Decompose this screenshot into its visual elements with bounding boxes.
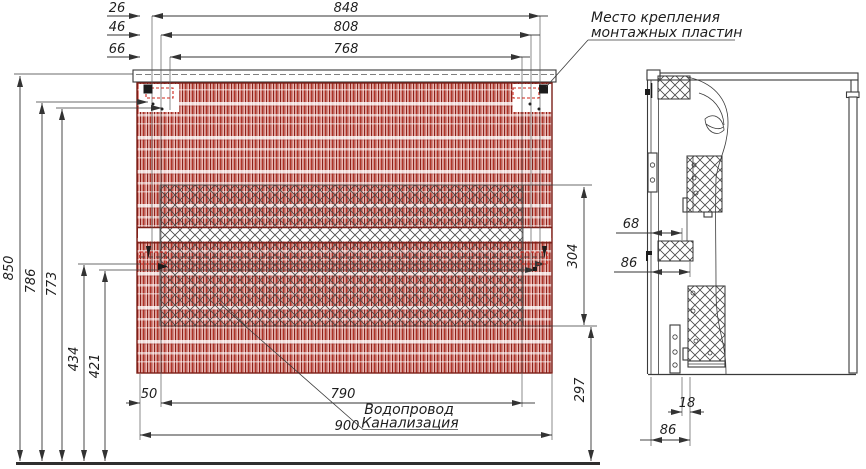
- dim-790-label: 790: [331, 387, 356, 402]
- cabinet-front-body: [136, 82, 597, 374]
- dim-434-label: 434: [67, 347, 82, 372]
- plumbing-note: Водопровод Канализация: [218, 302, 459, 432]
- side-dim-18: 18: [668, 377, 704, 446]
- dim-50-label: 50: [141, 387, 158, 402]
- dim-304-label: 304: [566, 244, 581, 269]
- side-plate-mid: [646, 212, 694, 262]
- dim-848-label: 848: [334, 1, 359, 16]
- mounting-plate-top-left: [143, 84, 174, 111]
- dim-86-upper-label: 86: [621, 256, 638, 271]
- dim-row-768: 66 768: [107, 42, 530, 60]
- countertop-side: [646, 69, 859, 98]
- dim-left-column: 850 786 773 434 421: [2, 76, 108, 461]
- dim-68-label: 68: [623, 217, 640, 232]
- dim-66-label: 66: [109, 42, 126, 57]
- mounting-plate-mid-right: [520, 246, 548, 271]
- dim-right-column: 304 297: [566, 187, 594, 461]
- dim-26-label: 26: [109, 1, 126, 16]
- dim-808-label: 808: [334, 20, 359, 35]
- side-strip-back: [647, 152, 658, 193]
- mounting-note-line2: монтажных пластин: [591, 25, 742, 41]
- dim-850-label: 850: [2, 256, 17, 281]
- dim-786-label: 786: [24, 269, 39, 294]
- front-view: 26 848 46 808 66 768 850 786 773: [2, 1, 742, 465]
- plumbing-note-line2: Канализация: [361, 416, 458, 432]
- mounting-plate-mid-left: [139, 246, 168, 270]
- side-back-panel: [646, 80, 659, 374]
- dim-86-lower-label: 86: [660, 423, 677, 438]
- mounting-plate-top-right: [512, 84, 548, 111]
- dim-row-848: 26 848: [107, 1, 548, 19]
- dim-900-label: 900: [335, 419, 360, 434]
- side-dim-86-lower: 86: [640, 377, 690, 446]
- side-front-panel: [845, 91, 860, 374]
- extension-lines: [139, 16, 553, 440]
- side-view: 68 86 18 86: [614, 69, 860, 446]
- cabinet-outline: [136, 82, 553, 374]
- dim-773-label: 773: [45, 272, 60, 297]
- mounting-note-line1: Место крепления: [591, 10, 720, 26]
- dim-421-label: 421: [88, 354, 103, 379]
- side-dim-68: 68: [616, 217, 683, 240]
- dim-46-label: 46: [109, 20, 126, 35]
- side-strip-lower: [669, 324, 681, 374]
- side-plate-top: [645, 75, 691, 100]
- side-dim-86-upper: 86: [614, 256, 691, 277]
- plumbing-note-line1: Водопровод: [364, 402, 454, 418]
- dim-768-label: 768: [334, 42, 359, 57]
- dim-row-808: 46 808: [107, 20, 540, 38]
- dim-18-label: 18: [679, 396, 696, 411]
- dim-297-label: 297: [573, 377, 588, 403]
- side-block-lower: [682, 285, 726, 368]
- countertop-front: [132, 69, 557, 83]
- mounting-note: Место крепления монтажных пластин: [545, 10, 742, 88]
- side-block-upper: [682, 155, 723, 218]
- crosshatch-zone: [160, 185, 523, 326]
- dim-bottom-rows: 50 790 900: [126, 387, 552, 438]
